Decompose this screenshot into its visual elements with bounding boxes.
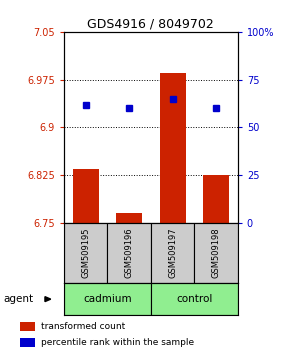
Text: transformed count: transformed count: [41, 322, 126, 331]
Bar: [203, 175, 229, 223]
Bar: [107, 223, 151, 283]
Text: control: control: [176, 294, 213, 304]
Bar: [20, 322, 35, 331]
Title: GDS4916 / 8049702: GDS4916 / 8049702: [87, 18, 214, 31]
Bar: [151, 223, 194, 283]
Bar: [151, 283, 238, 315]
Bar: [20, 338, 35, 347]
Text: GSM509195: GSM509195: [81, 228, 90, 278]
Text: percentile rank within the sample: percentile rank within the sample: [41, 338, 194, 347]
Bar: [116, 213, 142, 223]
Text: cadmium: cadmium: [83, 294, 132, 304]
Text: GSM509198: GSM509198: [211, 228, 221, 279]
Bar: [64, 283, 151, 315]
Bar: [194, 223, 238, 283]
Bar: [72, 169, 99, 223]
Text: agent: agent: [3, 294, 33, 304]
Polygon shape: [45, 297, 51, 302]
Bar: [160, 73, 186, 223]
Text: GSM509197: GSM509197: [168, 228, 177, 279]
Bar: [64, 223, 107, 283]
Text: GSM509196: GSM509196: [124, 228, 134, 279]
